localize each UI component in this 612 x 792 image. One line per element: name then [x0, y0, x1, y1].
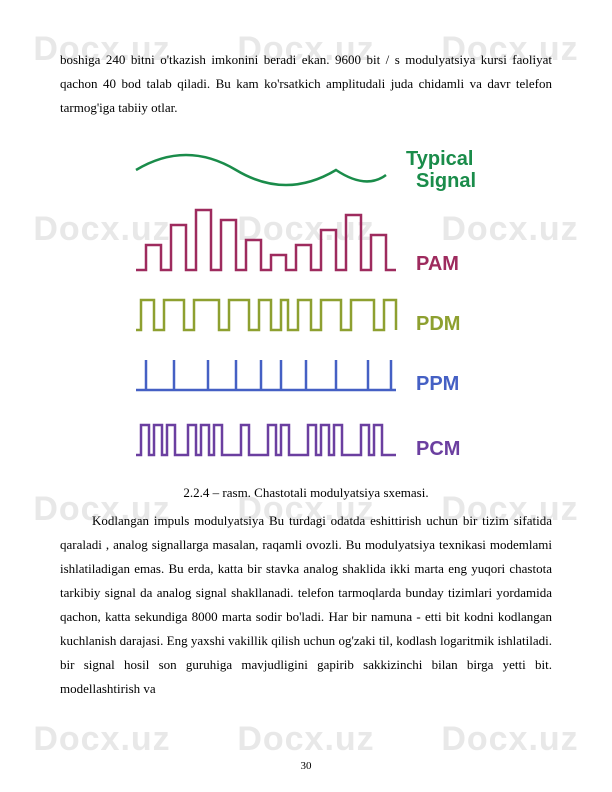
pam-label: PAM — [416, 253, 459, 275]
pcm-waveform — [136, 425, 396, 455]
signal-label: Signal — [416, 170, 476, 192]
modulation-diagram: Typical Signal PAM PDM PPM — [116, 135, 496, 475]
ppm-waveform — [136, 360, 396, 390]
page-number: 30 — [0, 760, 612, 772]
pcm-label: PCM — [416, 438, 460, 460]
typical-label: Typical — [406, 148, 473, 170]
ppm-label: PPM — [416, 373, 459, 395]
watermark: Docx.uz — [441, 720, 578, 759]
pdm-label: PDM — [416, 313, 460, 335]
page-content: boshiga 240 bitni o'tkazish imkonini ber… — [0, 0, 612, 722]
paragraph-1: boshiga 240 bitni o'tkazish imkonini ber… — [60, 48, 552, 120]
pdm-waveform — [136, 300, 396, 330]
typical-signal-wave — [136, 155, 386, 185]
paragraph-2: Kodlangan impuls modulyatsiya Bu turdagi… — [60, 509, 552, 701]
watermark: Docx.uz — [33, 720, 170, 759]
figure-caption: 2.2.4 – rasm. Chastotali modulyatsiya sx… — [60, 485, 552, 501]
watermark-row-4: Docx.uz Docx.uz Docx.uz — [0, 720, 612, 759]
watermark: Docx.uz — [237, 720, 374, 759]
pam-waveform — [136, 210, 396, 270]
